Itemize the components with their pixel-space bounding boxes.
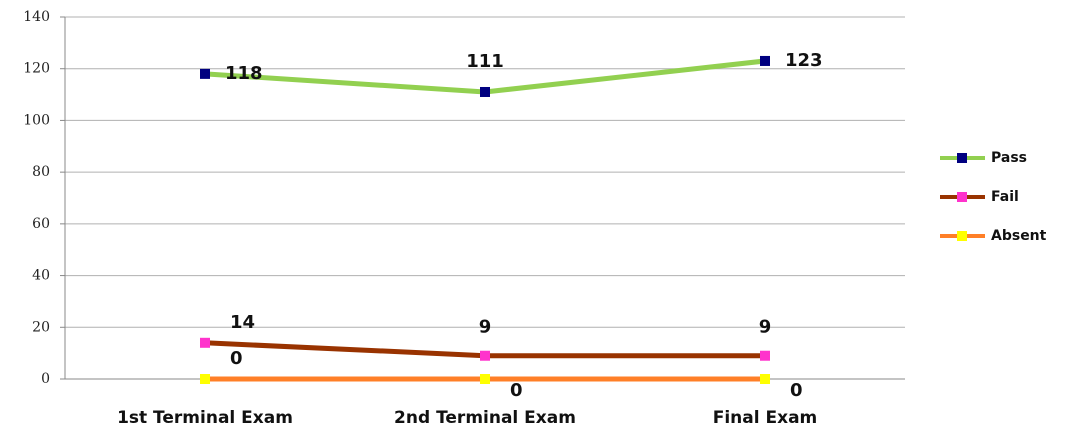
data-label: 0: [510, 380, 523, 401]
marker: [480, 350, 490, 361]
data-label: 0: [790, 380, 803, 401]
data-label: 9: [479, 317, 492, 338]
marker: [480, 374, 490, 384]
legend-marker: [957, 231, 967, 241]
y-tick-label: 140: [23, 9, 50, 25]
data-label: 123: [785, 50, 823, 71]
y-tick-label: 80: [32, 164, 50, 180]
data-label: 118: [225, 63, 263, 84]
legend-marker: [957, 192, 967, 202]
y-tick-label: 20: [32, 319, 50, 335]
legend-marker: [957, 153, 967, 163]
legend-label: Fail: [991, 189, 1019, 205]
marker: [200, 337, 210, 348]
marker: [760, 350, 770, 361]
y-tick-label: 60: [32, 216, 50, 232]
x-tick-label: 2nd Terminal Exam: [394, 408, 576, 428]
x-tick-label: Final Exam: [713, 408, 818, 428]
y-tick-label: 40: [32, 268, 50, 284]
y-tick-label: 100: [23, 112, 50, 128]
marker: [760, 374, 770, 384]
legend-label: Pass: [991, 150, 1027, 166]
legend-label: Absent: [991, 228, 1047, 244]
marker: [760, 55, 770, 66]
data-label: 111: [466, 51, 504, 72]
data-label: 9: [759, 317, 772, 338]
data-label: 14: [230, 312, 255, 333]
y-tick-label: 0: [41, 371, 50, 387]
marker: [200, 374, 210, 384]
data-label: 0: [230, 348, 243, 369]
marker: [200, 68, 210, 79]
y-tick-label: 120: [23, 61, 50, 77]
x-tick-label: 1st Terminal Exam: [117, 408, 293, 428]
marker: [480, 86, 490, 97]
